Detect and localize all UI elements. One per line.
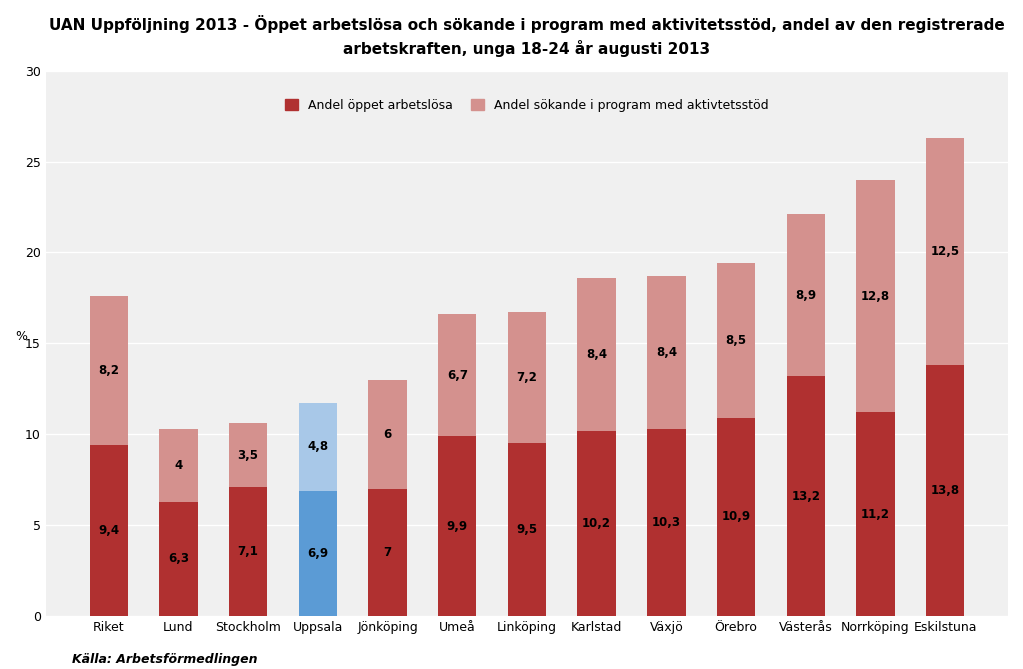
Bar <box>856 180 894 413</box>
Text: 6,7: 6,7 <box>447 369 468 382</box>
Text: 6,3: 6,3 <box>168 553 189 565</box>
Bar <box>160 429 197 502</box>
Text: 8,4: 8,4 <box>656 346 677 359</box>
Text: 6: 6 <box>384 427 392 441</box>
Text: 13,2: 13,2 <box>791 490 820 502</box>
Text: 12,8: 12,8 <box>860 290 890 302</box>
Text: 10,9: 10,9 <box>721 510 751 523</box>
Text: Källa: Arbetsförmedlingen: Källa: Arbetsförmedlingen <box>72 653 257 666</box>
Bar <box>229 423 267 487</box>
Text: 12,5: 12,5 <box>931 245 960 258</box>
Text: 13,8: 13,8 <box>931 484 960 497</box>
Bar <box>160 502 197 616</box>
Text: 4: 4 <box>174 459 183 472</box>
Bar <box>438 314 477 436</box>
Text: 9,5: 9,5 <box>517 523 537 537</box>
Bar <box>368 489 407 616</box>
Text: 7: 7 <box>384 546 392 559</box>
Bar <box>438 436 477 616</box>
Legend: Andel öppet arbetslösa, Andel sökande i program med aktivtetsstöd: Andel öppet arbetslösa, Andel sökande i … <box>285 99 768 112</box>
Bar <box>90 296 128 445</box>
Text: 10,3: 10,3 <box>652 516 681 529</box>
Text: 6,9: 6,9 <box>307 547 328 560</box>
Bar <box>787 376 825 616</box>
Bar <box>299 403 337 490</box>
Bar <box>717 264 755 418</box>
Bar <box>90 445 128 616</box>
Y-axis label: %: % <box>15 330 27 343</box>
Text: 8,9: 8,9 <box>795 289 816 302</box>
Bar <box>507 312 546 444</box>
Bar <box>717 418 755 616</box>
Text: 7,2: 7,2 <box>517 371 537 385</box>
Bar <box>926 365 965 616</box>
Text: 9,4: 9,4 <box>98 524 120 537</box>
Bar <box>648 429 685 616</box>
Text: 8,2: 8,2 <box>98 364 120 377</box>
Text: 9,9: 9,9 <box>447 520 468 533</box>
Bar <box>787 214 825 376</box>
Bar <box>856 413 894 616</box>
Bar <box>229 487 267 616</box>
Title: UAN Uppföljning 2013 - Öppet arbetslösa och sökande i program med aktivitetsstöd: UAN Uppföljning 2013 - Öppet arbetslösa … <box>49 15 1005 57</box>
Text: 7,1: 7,1 <box>237 545 259 558</box>
Bar <box>299 490 337 616</box>
Text: 11,2: 11,2 <box>861 508 890 520</box>
Text: 4,8: 4,8 <box>307 440 328 454</box>
Text: 8,4: 8,4 <box>586 348 608 361</box>
Text: 10,2: 10,2 <box>582 517 611 530</box>
Bar <box>507 444 546 616</box>
Text: 8,5: 8,5 <box>725 334 747 347</box>
Bar <box>926 138 965 365</box>
Bar <box>577 278 616 431</box>
Bar <box>577 431 616 616</box>
Text: 3,5: 3,5 <box>237 449 259 462</box>
Bar <box>368 380 407 489</box>
Bar <box>648 276 685 429</box>
